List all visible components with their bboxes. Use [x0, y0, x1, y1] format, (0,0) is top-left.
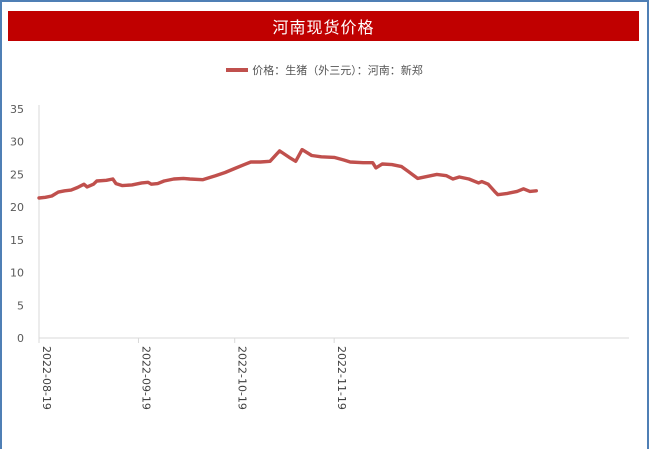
data-point: [374, 166, 378, 170]
data-point: [76, 186, 79, 189]
data-point: [535, 189, 538, 192]
chart-title: 河南现货价格: [8, 11, 639, 41]
data-point: [69, 188, 73, 192]
data-point: [381, 162, 384, 166]
data-point: [493, 190, 496, 193]
data-point: [172, 177, 175, 181]
frame-left-border: [0, 0, 2, 449]
data-point: [467, 177, 471, 181]
data-point: [342, 158, 345, 162]
data-point: [320, 155, 323, 158]
data-point: [528, 190, 532, 193]
data-point: [146, 181, 150, 184]
data-point: [130, 183, 134, 187]
data-point: [249, 160, 252, 164]
data-point: [105, 179, 108, 182]
data-point: [310, 154, 313, 157]
data-point: [294, 160, 297, 163]
data-point: [361, 161, 365, 164]
data-point: [451, 177, 455, 181]
data-point: [522, 187, 525, 190]
series-line: [37, 147, 538, 200]
data-point: [416, 177, 419, 180]
data-point: [333, 156, 336, 159]
data-point: [300, 148, 304, 151]
legend-swatch: [226, 68, 249, 72]
data-point: [121, 184, 124, 187]
legend-label: 价格：生猪（外三元）：河南：新郑: [252, 64, 423, 77]
data-point: [390, 163, 394, 166]
data-point: [92, 183, 95, 186]
data-point: [162, 179, 166, 183]
x-tick-label: 2022-10-19: [236, 346, 249, 410]
data-point: [82, 183, 86, 186]
y-tick-label: 20: [10, 201, 24, 214]
data-point: [426, 175, 429, 178]
data-point: [406, 170, 410, 173]
data-point: [150, 183, 153, 186]
data-point: [156, 182, 159, 185]
data-point: [223, 171, 227, 174]
data-point: [37, 196, 41, 200]
data-point: [182, 177, 185, 180]
y-tick-label: 25: [10, 168, 24, 181]
data-point: [201, 178, 204, 181]
data-point: [233, 167, 236, 170]
x-tick-label: 2022-09-19: [139, 346, 152, 410]
data-point: [85, 185, 89, 189]
y-tick-label: 10: [10, 267, 24, 280]
data-point: [487, 183, 490, 186]
data-point: [214, 174, 217, 177]
data-point: [95, 179, 99, 183]
data-point: [445, 174, 448, 177]
x-tick-label: 2022-11-19: [335, 346, 348, 410]
y-tick-label: 0: [17, 332, 24, 345]
data-point: [278, 149, 281, 153]
data-point: [243, 163, 246, 166]
data-point: [44, 196, 47, 199]
data-point: [57, 190, 60, 194]
data-point: [207, 176, 211, 179]
data-point: [480, 180, 483, 183]
y-tick-label: 30: [10, 136, 24, 149]
data-point: [477, 181, 480, 185]
data-point: [371, 161, 374, 164]
data-point: [259, 160, 262, 164]
data-point: [496, 193, 499, 196]
data-point: [458, 175, 461, 179]
data-point: [400, 165, 403, 168]
x-tick-label: 2022-08-19: [40, 346, 53, 410]
data-point: [515, 190, 519, 193]
y-tick-label: 15: [10, 234, 24, 247]
data-point: [63, 189, 66, 192]
data-point: [114, 182, 118, 185]
data-point: [268, 160, 272, 163]
data-point: [140, 181, 143, 185]
y-tick-label: 35: [10, 103, 24, 116]
data-point: [435, 173, 438, 176]
y-tick-label: 5: [17, 299, 24, 312]
data-point: [506, 192, 509, 195]
frame-right-border: [647, 0, 649, 449]
data-point: [111, 177, 115, 181]
legend: 价格：生猪（外三元）：河南：新郑: [0, 62, 649, 78]
data-point: [349, 160, 352, 164]
data-point: [288, 156, 291, 159]
frame-top-border: [0, 0, 649, 2]
data-point: [188, 177, 191, 181]
data-point: [50, 194, 53, 198]
